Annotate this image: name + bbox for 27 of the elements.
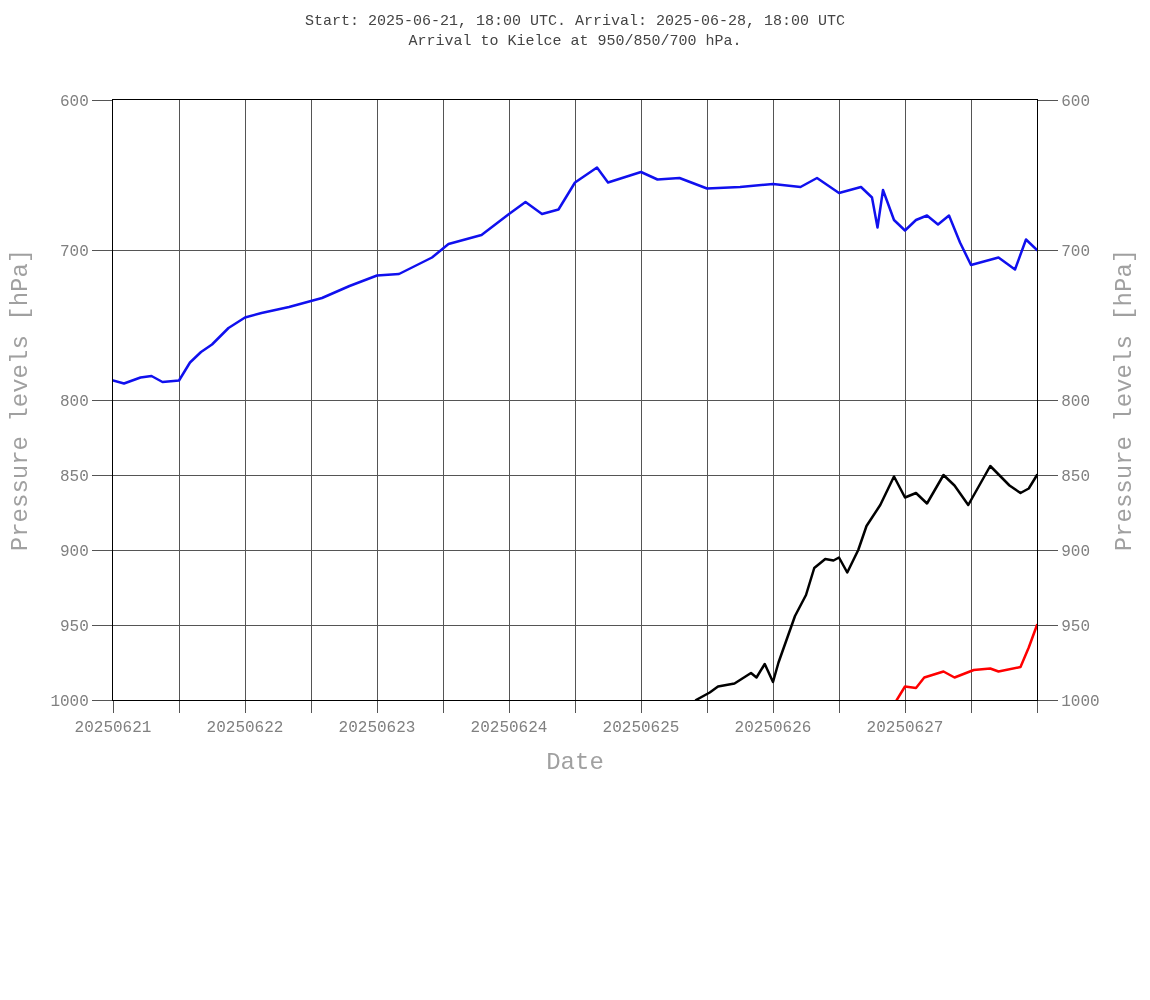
y2-tick-label: 600 (1061, 92, 1091, 111)
y2-tick-label: 700 (1061, 242, 1091, 261)
y-tick-label: 1000 (50, 692, 89, 711)
x-tick-label: 20250624 (470, 719, 548, 738)
x-tick-label: 20250626 (734, 719, 812, 738)
x-tick-label: 20250623 (338, 719, 416, 738)
y2-tick-label: 800 (1061, 392, 1091, 411)
chart-title: Start: 2025-06-21, 18:00 UTC. Arrival: 2025-06-28, 18:00 UTC (304, 13, 846, 30)
y-tick-label: 950 (59, 617, 89, 636)
line-series (895, 623, 1037, 700)
chart-subtitle: Arrival to Kielce at 950/850/700 hPa. (408, 32, 742, 50)
y2-tick-label: 850 (1061, 467, 1091, 486)
y2-axis-title: Pressure levels [hPa] (1110, 248, 1138, 552)
y-tick-label: 700 (59, 242, 89, 261)
y2-tick-label: 900 (1061, 542, 1091, 561)
y-tick-label: 600 (59, 92, 89, 111)
y2-tick-label: 950 (1061, 617, 1091, 636)
x-tick-label: 20250622 (206, 719, 284, 738)
y-tick-label: 850 (59, 467, 89, 486)
y-tick-label: 800 (59, 392, 89, 411)
y-tick-label: 900 (59, 542, 89, 561)
y-axis-title: Pressure levels [hPa] (7, 248, 35, 552)
y2-tick-label: 1000 (1061, 692, 1100, 711)
x-axis-title: Date (546, 748, 604, 776)
x-tick-label: 20250627 (866, 719, 944, 738)
x-tick-label: 20250625 (602, 719, 680, 738)
x-tick-label: 20250621 (74, 719, 152, 738)
